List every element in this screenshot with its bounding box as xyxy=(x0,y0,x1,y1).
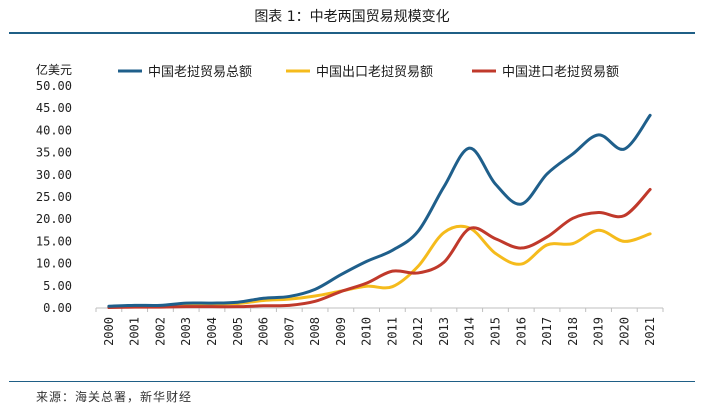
y-tick-label: 10.00 xyxy=(36,257,72,271)
series-line xyxy=(107,224,652,309)
y-tick-label: 50.00 xyxy=(36,79,72,93)
y-tick-label: 40.00 xyxy=(36,123,72,137)
x-tick-label: 2009 xyxy=(334,317,348,346)
legend-label: 中国出口老挝贸易额 xyxy=(316,65,433,80)
x-tick-label: 2014 xyxy=(463,317,477,346)
title-divider xyxy=(9,32,695,34)
y-tick-label: 15.00 xyxy=(36,234,72,248)
legend-label: 中国进口老挝贸易额 xyxy=(502,65,619,80)
x-axis-ticks: 2000 2001 2002 2003 2004 2005 2006 2007 2008 2009… xyxy=(95,308,664,346)
x-tick-label: 2003 xyxy=(179,317,193,346)
y-axis-unit-label: 亿美元 xyxy=(36,62,72,77)
x-tick-label: 2020 xyxy=(617,317,631,346)
x-tick-label: 2007 xyxy=(282,317,296,346)
series-line xyxy=(107,113,652,308)
y-tick-label: 35.00 xyxy=(36,146,72,160)
source-note: 来源：海关总署，新华财经 xyxy=(36,390,193,404)
y-tick-label: 45.00 xyxy=(36,101,72,115)
series-lines xyxy=(107,113,652,310)
y-tick-label: 25.00 xyxy=(36,190,72,204)
x-tick-label: 2017 xyxy=(540,317,554,346)
x-tick-label: 2011 xyxy=(385,317,399,346)
x-tick-label: 2004 xyxy=(205,317,219,346)
x-tick-label: 2008 xyxy=(308,317,322,346)
x-tick-label: 2019 xyxy=(592,317,606,346)
series-line xyxy=(107,187,652,310)
x-tick-label: 2012 xyxy=(411,317,425,346)
x-tick-label: 2018 xyxy=(566,317,580,346)
x-tick-label: 2002 xyxy=(153,317,167,346)
source-divider xyxy=(9,381,695,382)
y-tick-label: 30.00 xyxy=(36,168,72,182)
x-tick-label: 2013 xyxy=(437,317,451,346)
y-tick-label: 0.00 xyxy=(43,301,72,315)
chart-title: 图表 1：中老两国贸易规模变化 xyxy=(254,9,450,25)
x-tick-label: 2010 xyxy=(360,317,374,346)
x-tick-label: 2006 xyxy=(257,317,271,346)
y-tick-label: 5.00 xyxy=(43,279,72,293)
legend-label: 中国老挝贸易总额 xyxy=(148,65,252,80)
x-tick-label: 2015 xyxy=(488,317,502,346)
y-axis-ticks: 0.00 5.00 10.00 15.00 20.00 25.00 30.00 35.00 40… xyxy=(36,79,72,315)
x-tick-label: 2005 xyxy=(231,317,245,346)
x-tick-label: 2021 xyxy=(643,317,657,346)
legend: 中国老挝贸易总额 中国出口老挝贸易额 中国进口老挝贸易额 xyxy=(118,65,619,80)
x-tick-label: 2000 xyxy=(102,317,116,346)
x-tick-label: 2016 xyxy=(514,317,528,346)
y-tick-label: 20.00 xyxy=(36,212,72,226)
x-tick-label: 2001 xyxy=(128,317,142,346)
line-chart: 亿美元 中国老挝贸易总额 中国出口老挝贸易额 中国进口老挝贸易额 0.00 5.00 1… xyxy=(36,62,664,346)
